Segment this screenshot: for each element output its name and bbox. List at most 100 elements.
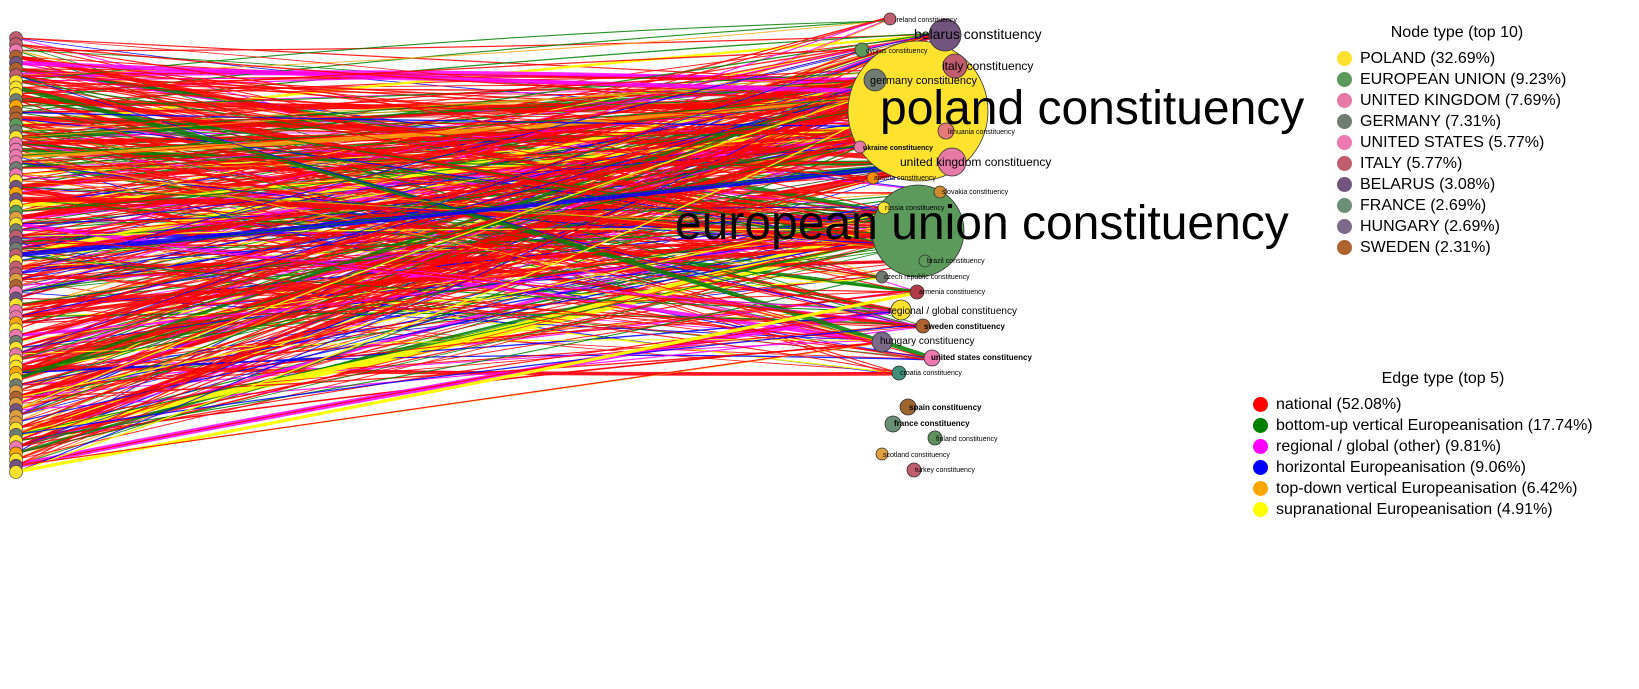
node-label: slovakia constituency [942,189,1009,196]
node-label: france constituency [894,419,970,428]
edge [15,62,870,180]
node-label: cyprus constituency [866,48,928,55]
legend-swatch-icon [1253,502,1268,517]
node-legend-item: EUROPEAN UNION (9.23%) [1337,69,1577,90]
constituency-node [942,53,968,79]
edge [15,118,891,247]
legend-swatch-icon [1337,93,1352,108]
left-node [9,465,23,479]
edge [15,291,914,474]
constituency-node [928,18,962,52]
node-label: spain constituency [909,403,982,412]
edge [15,80,891,225]
edge [15,32,936,467]
node-label: ukraine constituency [863,145,933,152]
constituency-node [915,318,931,334]
node-label: lithuania constituency [948,129,1015,136]
node-legend-label: HUNGARY (2.69%) [1360,217,1500,235]
edge [15,64,948,138]
node-legend-label: GERMANY (7.31%) [1360,112,1502,130]
edge-legend-item: horizontal Europeanisation (9.06%) [1253,457,1633,478]
node-legend-item: POLAND (32.69%) [1337,48,1577,69]
edge [15,49,858,95]
node-label: hungary constituency [880,336,975,347]
edge-legend-item: supranational Europeanisation (4.91%) [1253,499,1633,520]
edge-legend-item: regional / global (other) (9.81%) [1253,436,1633,457]
edge [15,248,877,342]
node-label: united kingdom constituency [900,155,1051,169]
edge [15,91,877,287]
constituency-node [918,254,932,268]
constituency-node [883,12,897,26]
node-legend-item: FRANCE (2.69%) [1337,195,1577,216]
constituency-node [890,299,912,321]
edge [15,326,919,411]
node-legend-item: GERMANY (7.31%) [1337,111,1577,132]
edge [15,99,870,181]
edge [15,80,869,206]
edge [15,68,891,232]
edge [15,64,949,461]
edge [15,78,869,417]
node-label: regional / global constituency [888,306,1017,317]
edge [15,43,877,102]
edge [15,129,877,417]
node-label: croatia constituency [900,370,962,377]
edge [15,91,877,330]
edge [15,80,877,318]
edge-legend-label: bottom-up vertical Europeanisation (17.7… [1276,416,1593,434]
constituency-node [875,270,889,284]
legend-swatch-icon [1337,114,1352,129]
legend-swatch-icon [1337,72,1352,87]
edge [15,180,891,225]
node-label: united states constituency [931,353,1032,362]
edge-legend-item: bottom-up vertical Europeanisation (17.7… [1253,415,1633,436]
edge [15,56,877,140]
edge [15,127,877,256]
edge [15,107,877,213]
edge [15,90,877,163]
edge-legend-title: Edge type (top 5) [1381,370,1505,387]
edge [15,243,891,436]
edge [15,235,919,327]
edge [15,135,877,237]
node-label: finland constituency [936,436,998,443]
edge-legend-items: national (52.08%) bottom-up vertical Eur… [1253,394,1633,520]
node-legend-label: SWEDEN (2.31%) [1360,238,1491,256]
edge [15,101,877,349]
node-label: russia constituency [885,205,945,212]
constituency-node [871,184,965,278]
constituency-node [891,365,907,381]
edge [15,130,877,175]
edge [15,81,877,442]
node-legend-item: HUNGARY (2.69%) [1337,216,1577,237]
node-label: austria constituency [874,175,936,182]
edge [15,162,944,442]
edge [15,277,879,318]
legend-swatch-icon [1337,51,1352,66]
node-legend-item: SWEDEN (2.31%) [1337,237,1577,258]
constituency-node [877,201,891,215]
node-label: turkey constituency [915,467,975,474]
edge [15,60,877,94]
edge [15,308,896,467]
constituency-node [937,147,967,177]
legend-swatch-icon [1337,219,1352,234]
edge [15,66,949,430]
edge [15,84,877,95]
edge-legend-label: supranational Europeanisation (4.91%) [1276,500,1553,518]
node-label: belarus constituency [914,26,1042,42]
edge [15,33,936,52]
constituency-node [906,462,922,478]
node-legend-label: FRANCE (2.69%) [1360,196,1487,214]
constituency-node [927,430,943,446]
edge-layer [15,16,949,474]
edge-legend-label: top-down vertical Europeanisation (6.42%… [1276,479,1578,497]
legend-swatch-icon [1337,156,1352,171]
edge [15,159,944,258]
edge [15,339,877,355]
edge [15,235,891,424]
node-legend-title: Node type (top 10) [1390,24,1524,41]
edge [15,245,891,268]
edge [15,239,891,461]
